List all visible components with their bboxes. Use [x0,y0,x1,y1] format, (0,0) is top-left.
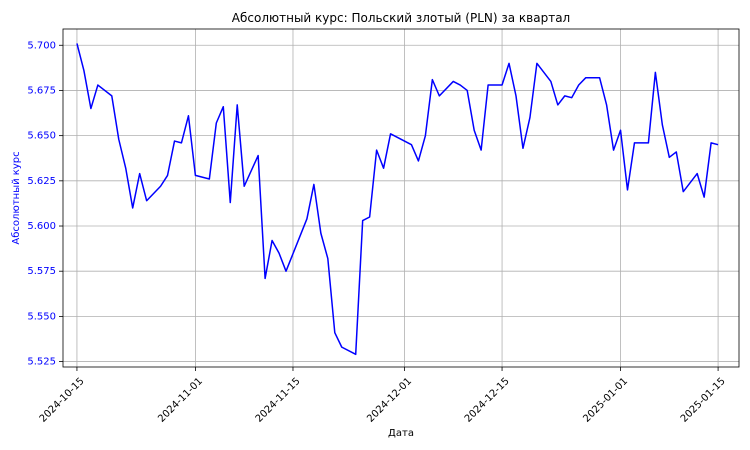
x-tick-label: 2025-01-15 [679,376,728,425]
y-axis-label: Абсолютный курс [11,151,22,244]
x-tick-label: 2024-11-01 [156,376,205,425]
y-axis: 5.525 5.550 5.575 5.600 5.625 5.650 5.675 5.700 [27,40,63,368]
y-tick-label: 5.700 [27,40,56,51]
y-tick-label: 5.525 [27,357,56,368]
y-tick-label: 5.650 [27,131,56,142]
y-tick-label: 5.575 [27,266,56,277]
y-tick-label: 5.550 [27,311,56,322]
y-tick-label: 5.675 [27,85,56,96]
x-axis: 2024-10-15 2024-11-01 2024-11-15 2024-12-01… [38,367,728,425]
x-tick-label: 2025-01-01 [581,376,630,425]
x-tick-label: 2024-10-15 [38,376,87,425]
plot-frame [62,28,740,368]
series-line [76,43,719,356]
x-tick-label: 2024-11-15 [254,376,303,425]
x-axis-label: Дата [388,428,414,439]
x-tick-label: 2024-12-15 [463,376,512,425]
chart-title: Абсолютный курс: Польский злотый (PLN) з… [232,11,570,25]
x-tick-label: 2024-12-01 [365,376,414,425]
y-tick-label: 5.600 [27,221,56,232]
y-tick-label: 5.625 [27,176,56,187]
grid-lines [63,29,739,367]
